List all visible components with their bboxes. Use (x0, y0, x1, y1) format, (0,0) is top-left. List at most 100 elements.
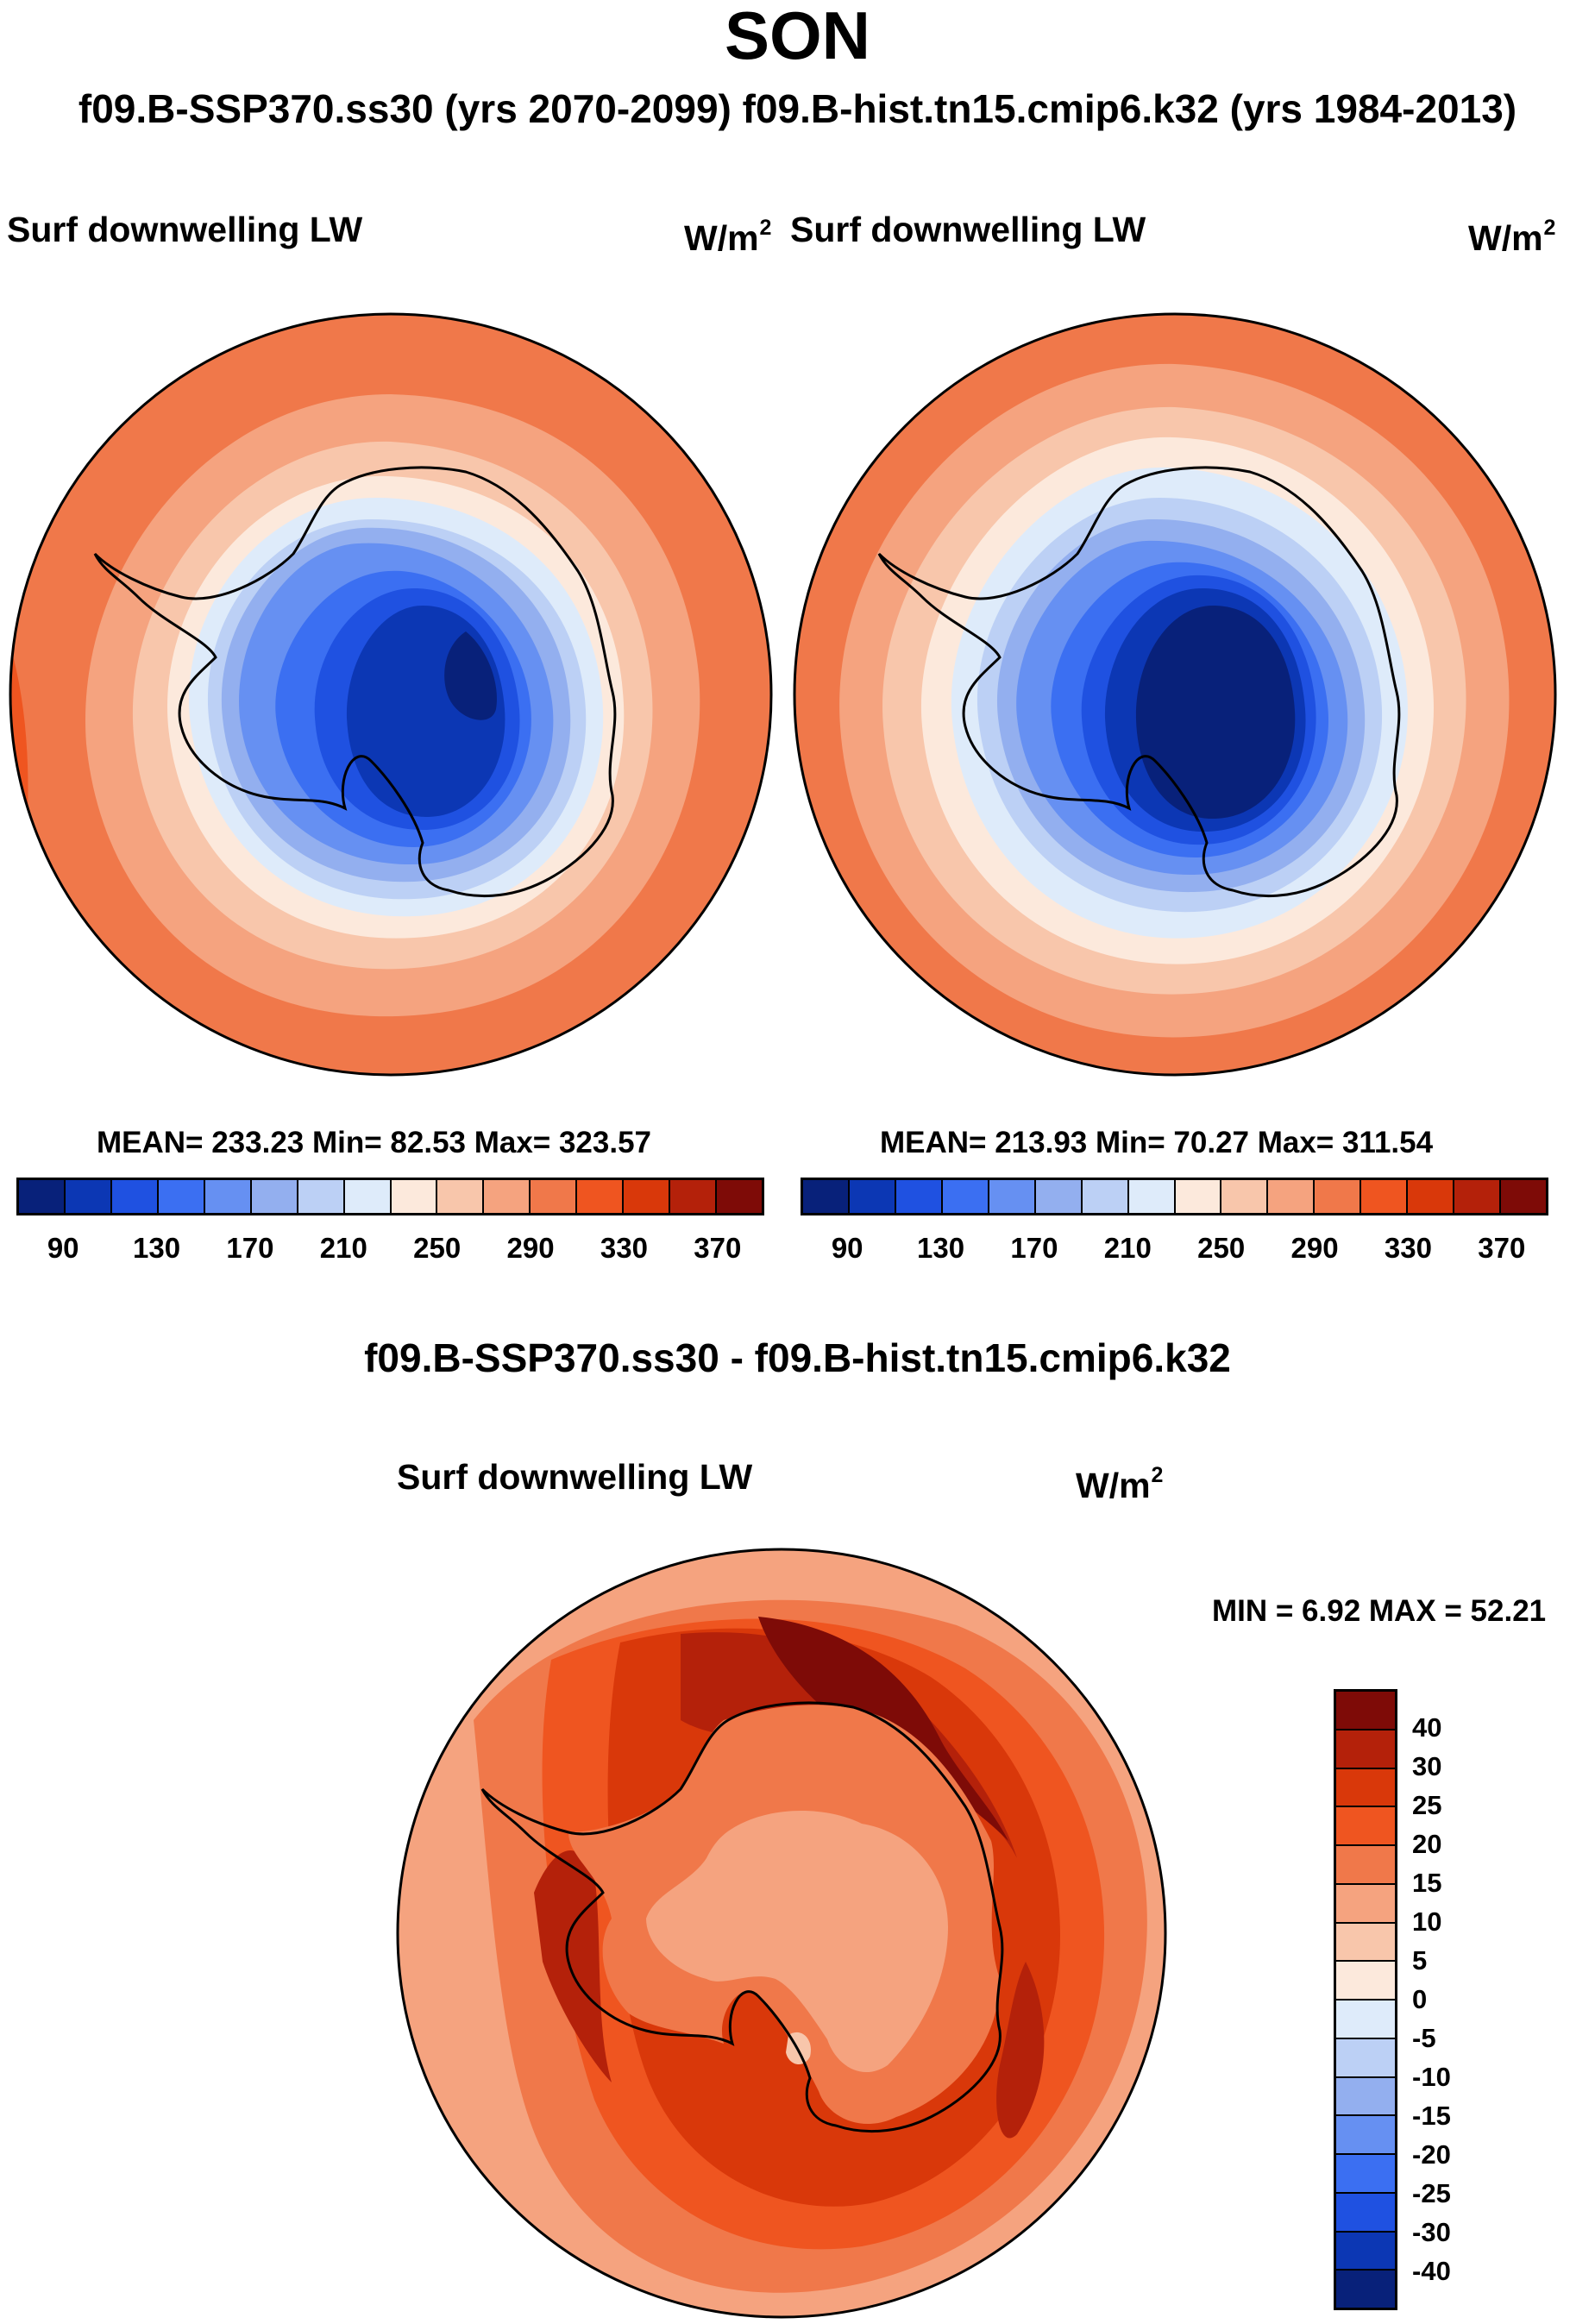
cbar-right-swatch-8 (1175, 1180, 1222, 1213)
cbar-right-swatch-7 (1128, 1180, 1176, 1213)
diff-colorbar-swatch-9 (1336, 2038, 1395, 2078)
ticks-left-label-0: 90 (47, 1232, 79, 1264)
cbar-left-swatch-15 (717, 1180, 762, 1213)
ticks-left-label-7: 370 (694, 1232, 742, 1264)
cbar-left-swatch-1 (65, 1180, 112, 1213)
cbar-left-swatch-4 (204, 1180, 252, 1213)
right-units-label: W/m2 (1468, 216, 1556, 258)
cbar-right-swatch-12 (1361, 1180, 1409, 1213)
diff-colorbar-tick-10: -15 (1412, 2101, 1451, 2131)
cbar-right-swatch-10 (1268, 1180, 1316, 1213)
left-units-label: W/m2 (684, 216, 772, 258)
cbar-right-swatch-13 (1408, 1180, 1455, 1213)
diff-colorbar-tick-0: 40 (1412, 1712, 1442, 1743)
left-polar-map (9, 312, 773, 1077)
ticks-right-label-3: 210 (1103, 1232, 1152, 1264)
diff-colorbar-tick-13: -30 (1412, 2217, 1451, 2247)
diff-colorbar-swatch-10 (1336, 2077, 1395, 2117)
ticks-left-label-2: 170 (226, 1232, 274, 1264)
ticks-right-label-6: 330 (1384, 1232, 1432, 1264)
diff-colorbar-tick-14: -40 (1412, 2256, 1451, 2286)
diff-colorbar-tick-8: -5 (1412, 2023, 1436, 2053)
ticks-right-label-0: 90 (831, 1232, 863, 1264)
difference-title: f09.B-SSP370.ss30 - f09.B-hist.tn15.cmip… (364, 1335, 1231, 1380)
diff-colorbar-tick-6: 5 (1412, 1945, 1428, 1975)
cbar-left-swatch-8 (391, 1180, 438, 1213)
cbar-left-swatch-6 (298, 1180, 345, 1213)
diff-variable-label: Surf downwelling LW (397, 1457, 753, 1497)
ticks-left-label-1: 130 (133, 1232, 181, 1264)
diff-colorbar-tick-12: -25 (1412, 2178, 1451, 2208)
cbar-right-swatch-15 (1501, 1180, 1546, 1213)
left-band-80-90 (444, 631, 497, 720)
right-map-border (793, 312, 1557, 1077)
right-variable-label: Surf downwelling LW (790, 210, 1146, 249)
cbar-right-swatch-1 (849, 1180, 896, 1213)
cbar-left-swatch-2 (111, 1180, 159, 1213)
diff-band-10-15-inner (646, 1811, 948, 2073)
cbar-right-swatch-14 (1454, 1180, 1502, 1213)
cbar-left-swatch-10 (484, 1180, 531, 1213)
ticks-right-label-2: 170 (1010, 1232, 1058, 1264)
diff-colorbar-swatch-5 (1336, 1884, 1395, 1924)
ticks-right-label-4: 250 (1197, 1232, 1246, 1264)
diff-colorbar-swatch-14 (1336, 2232, 1395, 2271)
diff-colorbar-tick-3: 20 (1412, 1829, 1442, 1859)
difference-polar-map (396, 1548, 1167, 2319)
cbar-right-swatch-9 (1221, 1180, 1269, 1213)
diff-colorbar-tick-7: 0 (1412, 1984, 1428, 2014)
ticks-right-label-5: 290 (1290, 1232, 1339, 1264)
diff-colorbar-swatch-1 (1336, 1730, 1395, 1769)
cbar-right-swatch-2 (895, 1180, 943, 1213)
diff-colorbar-tick-4: 15 (1412, 1868, 1442, 1898)
cbar-left-swatch-5 (251, 1180, 298, 1213)
left-stats-label: MEAN= 233.23 Min= 82.53 Max= 323.57 (97, 1126, 652, 1159)
diff-colorbar-tick-9: -10 (1412, 2062, 1451, 2092)
cbar-right-swatch-11 (1315, 1180, 1362, 1213)
ticks-right-label-7: 370 (1478, 1232, 1526, 1264)
ticks-left-label-5: 290 (506, 1232, 555, 1264)
cbar-left-swatch-13 (624, 1180, 671, 1213)
diff-map-border (396, 1548, 1167, 2319)
diff-colorbar (1334, 1689, 1397, 2310)
right-stats-label: MEAN= 213.93 Min= 70.27 Max= 311.54 (880, 1126, 1434, 1159)
cbar-left-swatch-11 (531, 1180, 578, 1213)
diff-units-label: W/m2 (1076, 1463, 1164, 1505)
left-map-border (9, 312, 773, 1077)
diff-colorbar-tick-5: 10 (1412, 1906, 1442, 1937)
diff-colorbar-swatch-0 (1336, 1692, 1395, 1730)
cbar-right-swatch-6 (1082, 1180, 1129, 1213)
right-polar-map (793, 312, 1557, 1077)
diff-colorbar-swatch-7 (1336, 1962, 1395, 2001)
diff-colorbar-swatch-3 (1336, 1807, 1395, 1846)
left-colorbar (16, 1178, 764, 1215)
diff-colorbar-swatch-13 (1336, 2193, 1395, 2233)
diff-colorbar-swatch-12 (1336, 2155, 1395, 2194)
diff-colorbar-swatch-15 (1336, 2271, 1395, 2308)
cbar-right-swatch-5 (1035, 1180, 1083, 1213)
ticks-right-label-1: 130 (917, 1232, 965, 1264)
cbar-left-swatch-0 (19, 1180, 66, 1213)
main-title: SON (724, 0, 871, 73)
right-band-70-80 (1135, 605, 1296, 820)
diff-colorbar-tick-1: 30 (1412, 1751, 1442, 1781)
cbar-right-swatch-3 (942, 1180, 989, 1213)
diff-colorbar-swatch-8 (1336, 2001, 1395, 2039)
diff-colorbar-tick-2: 25 (1412, 1790, 1442, 1820)
figure-subtitle: f09.B-SSP370.ss30 (yrs 2070-2099) f09.B-… (78, 86, 1517, 131)
right-colorbar (801, 1178, 1548, 1215)
ticks-left-label-3: 210 (319, 1232, 367, 1264)
cbar-right-swatch-4 (989, 1180, 1036, 1213)
cbar-left-swatch-12 (577, 1180, 625, 1213)
diff-colorbar-swatch-2 (1336, 1768, 1395, 1808)
cbar-left-swatch-3 (158, 1180, 205, 1213)
diff-colorbar-swatch-4 (1336, 1846, 1395, 1885)
ticks-left-label-6: 330 (600, 1232, 648, 1264)
cbar-left-swatch-7 (344, 1180, 392, 1213)
right-coastline (877, 466, 1401, 897)
diff-colorbar-swatch-11 (1336, 2116, 1395, 2155)
cbar-left-swatch-14 (670, 1180, 718, 1213)
diff-stats-label: MIN = 6.92 MAX = 52.21 (1212, 1594, 1547, 1628)
left-variable-label: Surf downwelling LW (7, 210, 363, 249)
cbar-right-swatch-0 (803, 1180, 850, 1213)
